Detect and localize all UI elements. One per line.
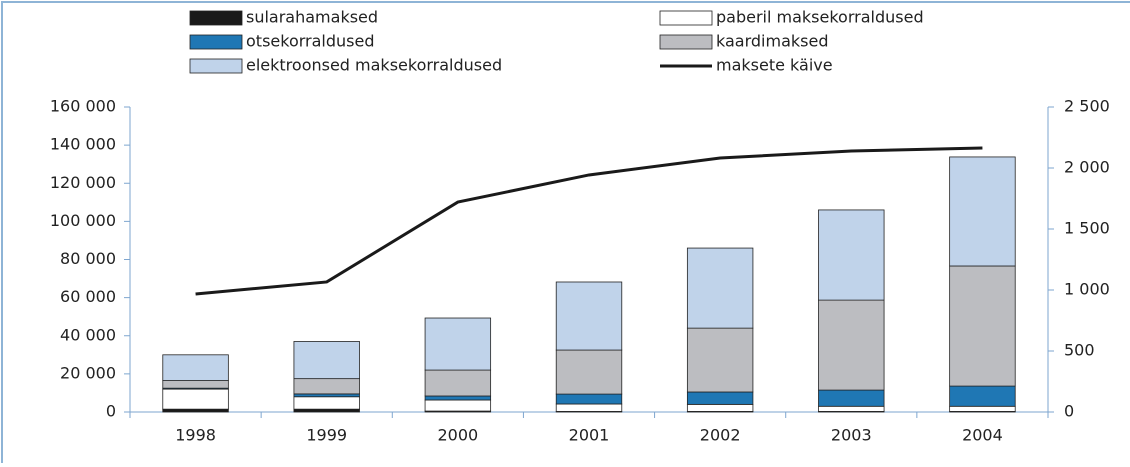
legend-label: otsekorraldused	[246, 32, 374, 51]
x-tick-label: 2004	[962, 426, 1003, 445]
legend-label: kaardimaksed	[716, 32, 828, 51]
y-tick-label: 40 000	[60, 325, 116, 344]
bar-segment	[949, 156, 1016, 267]
legend-swatch	[189, 34, 243, 50]
legend-swatch	[659, 34, 713, 50]
bar-segment	[555, 349, 623, 395]
y2-tick-label: 1 500	[1064, 219, 1110, 238]
bar-segment	[424, 395, 492, 401]
legend-swatch	[189, 58, 243, 74]
x-tick-label: 1998	[175, 426, 216, 445]
bar-segment	[162, 408, 229, 413]
legend-swatch	[189, 10, 243, 26]
y-tick-label: 80 000	[60, 249, 116, 268]
legend-swatch	[659, 10, 713, 26]
bar-segment	[293, 341, 360, 380]
y2-tick-label: 0	[1064, 402, 1074, 421]
bar-segment	[162, 354, 229, 381]
bar-segment	[424, 369, 492, 397]
y2-tick-label: 500	[1064, 341, 1095, 360]
bar-segment	[949, 405, 1016, 412]
y-tick-label: 120 000	[50, 173, 116, 192]
bar-segment	[686, 247, 754, 329]
y2-tick-label: 2 500	[1064, 97, 1110, 116]
y-tick-label: 20 000	[60, 363, 116, 382]
bar-segment	[162, 380, 229, 389]
y2-tick-label: 1 000	[1064, 280, 1110, 299]
line	[195, 146, 983, 296]
legend-label: sularahamaksed	[246, 8, 378, 27]
bar-segment	[686, 391, 754, 405]
bar-segment	[293, 378, 360, 395]
y-tick-label: 0	[106, 402, 116, 421]
bar-segment	[818, 405, 885, 412]
legend-label: maksete käive	[716, 56, 833, 75]
bar-segment	[949, 385, 1016, 407]
bar-segment	[818, 389, 885, 407]
bar-segment	[555, 403, 623, 412]
bar-segment	[424, 399, 492, 412]
bar-segment	[293, 396, 360, 410]
bar-segment	[293, 408, 360, 413]
bar-segment	[818, 209, 885, 301]
bar-segment	[818, 299, 885, 391]
y-tick-label: 140 000	[50, 135, 116, 154]
legend-label: elektroonsed maksekorraldused	[246, 56, 502, 75]
bar-segment	[555, 393, 623, 405]
x-tick-label: 2001	[569, 426, 610, 445]
bar-segment	[162, 388, 229, 410]
x-tick-label: 2002	[700, 426, 741, 445]
y-tick-label: 160 000	[50, 97, 116, 116]
y-tick-label: 100 000	[50, 211, 116, 230]
x-tick-label: 2000	[437, 426, 478, 445]
bar-segment	[686, 327, 754, 393]
y-tick-label: 60 000	[60, 287, 116, 306]
bar-segment	[555, 281, 623, 351]
x-tick-label: 2003	[831, 426, 872, 445]
y2-tick-label: 2 000	[1064, 158, 1110, 177]
legend-label: paberil maksekorraldused	[716, 8, 924, 27]
bar-segment	[686, 403, 754, 412]
bar-segment	[424, 317, 492, 371]
x-tick-label: 1999	[306, 426, 347, 445]
bar-segment	[949, 265, 1016, 387]
bar-segment	[293, 393, 360, 398]
